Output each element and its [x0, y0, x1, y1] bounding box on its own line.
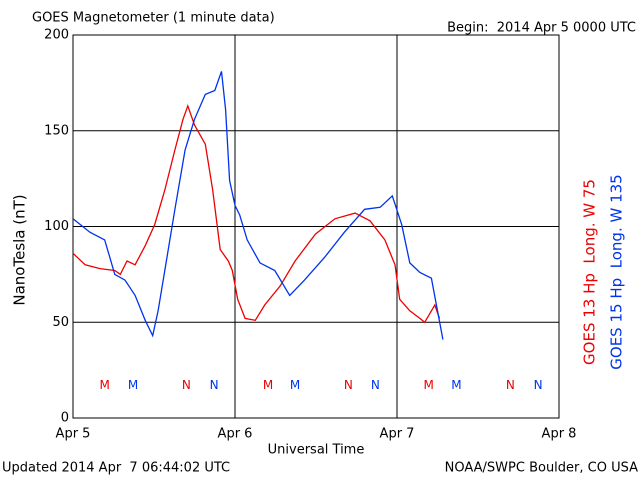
chart-subtitle: Begin: 2014 Apr 5 0000 UTC: [447, 21, 636, 36]
legend-entry: GOES 15 Hp Long. W 135: [608, 174, 626, 369]
x-axis-label: Universal Time: [268, 443, 365, 458]
series-line: [72, 71, 444, 340]
chart-title: GOES Magnetometer (1 minute data): [32, 11, 275, 26]
annotation: N: [534, 378, 543, 392]
x-tick-label: Apr 6: [218, 427, 253, 442]
footer-left: Updated 2014 Apr 7 06:44:02 UTC: [2, 461, 230, 476]
y-axis-label: NanoTesla (nT): [11, 194, 29, 305]
annotation: N: [371, 378, 380, 392]
y-tick-label: 100: [44, 219, 69, 234]
x-tick-label: Apr 8: [542, 427, 577, 442]
annotation: N: [182, 378, 191, 392]
annotation: M: [100, 378, 110, 392]
y-tick-label: 150: [44, 123, 69, 138]
annotation: N: [506, 378, 515, 392]
annotation: M: [128, 378, 138, 392]
annotation: M: [290, 378, 300, 392]
y-tick-label: 200: [44, 28, 69, 43]
series-line: [72, 103, 441, 324]
x-tick-label: Apr 5: [56, 427, 91, 442]
footer-right: NOAA/SWPC Boulder, CO USA: [445, 461, 638, 476]
annotation: M: [263, 378, 273, 392]
annotation: M: [451, 378, 461, 392]
x-tick-label: Apr 7: [380, 427, 415, 442]
annotation: M: [424, 378, 434, 392]
y-tick-label: 0: [61, 411, 69, 426]
legend-entry: GOES 13 Hp Long. W 75: [581, 179, 599, 365]
annotation: N: [210, 378, 219, 392]
y-tick-label: 50: [52, 315, 69, 330]
annotation: N: [344, 378, 353, 392]
